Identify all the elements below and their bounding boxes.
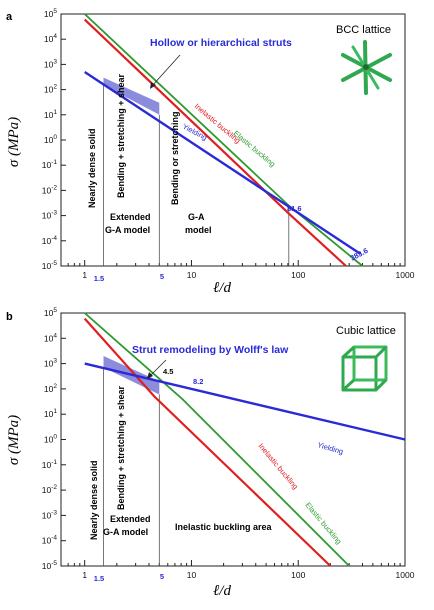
bcc-lattice-icon [341,40,392,95]
panel-a-mark-5: 5 [160,272,164,281]
svg-text:σ (MPa): σ (MPa) [6,415,22,465]
panel-b: b 10510410310210110010-110-210-310-410-5… [6,307,415,599]
panel-a-ylabel: σ (MPa) [6,117,22,167]
y-tick-label: 102 [44,84,57,95]
panel-a-lattice-label: BCC lattice [336,24,391,36]
y-tick-label: 105 [44,307,57,318]
x-tick-label: 1000 [396,270,415,280]
y-tick-label: 100 [44,134,57,145]
x-tick-label: 100 [291,570,305,580]
x-tick-label: 1000 [396,570,415,580]
panel-b-series-inelastic-buckling [83,317,332,567]
panel-b-label-inelastic: Inelastic buckling [256,442,300,492]
y-tick-label: 10-4 [42,535,58,546]
panel-a: a 10510410310210110010-110-210-310-410-5… [6,8,415,296]
x-tick-label: 100 [291,270,305,280]
y-tick-label: 103 [44,58,57,69]
x-tick-label: 1 [82,270,87,280]
panel-b-annotation: Strut remodeling by Wolff's law [132,344,289,356]
panel-a-annotation-arrowhead [150,82,156,89]
panel-b-series-elastic-buckling [84,312,350,567]
y-tick-label: 10-3 [42,509,58,520]
panel-b-point-8.2: 8.2 [193,377,203,386]
svg-text:σ (MPa): σ (MPa) [6,117,22,167]
panel-a-model-ga2: G-A [188,212,205,222]
panel-a-series-yielding [84,70,362,256]
panel-a-model-extended: Extended [110,212,151,222]
y-tick-label: 105 [44,8,57,19]
y-tick-label: 104 [44,332,57,343]
y-tick-label: 10-5 [42,260,58,271]
panel-b-model-extended: Extended [110,514,151,524]
panel-a-highlight-band [103,77,160,115]
y-tick-label: 10-3 [42,210,58,221]
panel-a-region-bending-or-stretching: Bending or stretching [170,111,180,205]
y-tick-label: 100 [44,434,57,445]
y-tick-label: 104 [44,33,57,44]
panel-a-model-model: model [185,225,212,235]
panel-a-mark-1.5: 1.5 [94,274,104,283]
panel-b-series-yielding [84,362,406,441]
y-tick-label: 10-4 [42,235,58,246]
panel-b-annotation-arrowhead [147,372,153,379]
panel-a-letter: a [6,11,13,23]
y-tick-label: 10-2 [42,484,58,495]
panel-b-lattice-label: Cubic lattice [336,325,396,337]
y-tick-label: 103 [44,358,57,369]
panel-a-xlabel: ℓ/d [213,280,231,296]
panel-b-area-label: Inelastic buckling area [175,522,273,532]
panel-b-xlabel: ℓ/d [213,583,231,599]
x-tick-label: 1 [82,570,87,580]
y-tick-label: 10-1 [42,159,58,170]
panel-a-model-ga: G-A model [105,225,150,235]
x-tick-label: 10 [187,270,197,280]
y-tick-label: 10-5 [42,560,58,571]
panel-a-annotation-arrow [151,54,181,87]
panel-b-ylabel: σ (MPa) [6,415,22,465]
y-tick-label: 101 [44,109,57,120]
panel-a-region-bending-shear: Bending + stretching + shear [116,73,126,198]
panel-b-mark-1.5: 1.5 [94,574,104,583]
panel-a-annotation: Hollow or hierarchical struts [150,37,292,49]
y-tick-label: 101 [44,408,57,419]
panel-b-region-bending-shear: Bending + stretching + shear [116,385,126,510]
panel-b-label-yielding: Yielding [316,440,344,456]
y-tick-label: 102 [44,383,57,394]
panel-b-mark-5: 5 [160,572,164,581]
panel-a-region-dense: Nearly dense solid [87,128,97,208]
panel-b-annotation-arrow [149,359,167,377]
cubic-lattice-icon [341,345,388,392]
y-tick-label: 10-2 [42,184,58,195]
panel-b-point-4.5: 4.5 [163,367,173,376]
panel-b-letter: b [6,311,13,323]
y-tick-label: 10-1 [42,459,58,470]
panel-b-model-ga: G-A model [103,527,148,537]
panel-a-point-81.6: 81.6 [287,204,302,213]
panel-a-label-elastic: Elastic buckling [232,129,277,169]
panel-b-region-dense: Nearly dense solid [89,460,99,540]
x-tick-label: 10 [187,570,197,580]
